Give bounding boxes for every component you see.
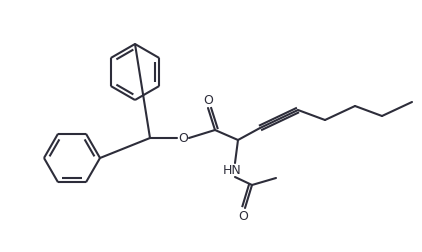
Text: O: O — [238, 209, 248, 223]
Text: O: O — [178, 132, 188, 144]
Text: O: O — [203, 93, 213, 107]
Text: HN: HN — [223, 164, 241, 176]
